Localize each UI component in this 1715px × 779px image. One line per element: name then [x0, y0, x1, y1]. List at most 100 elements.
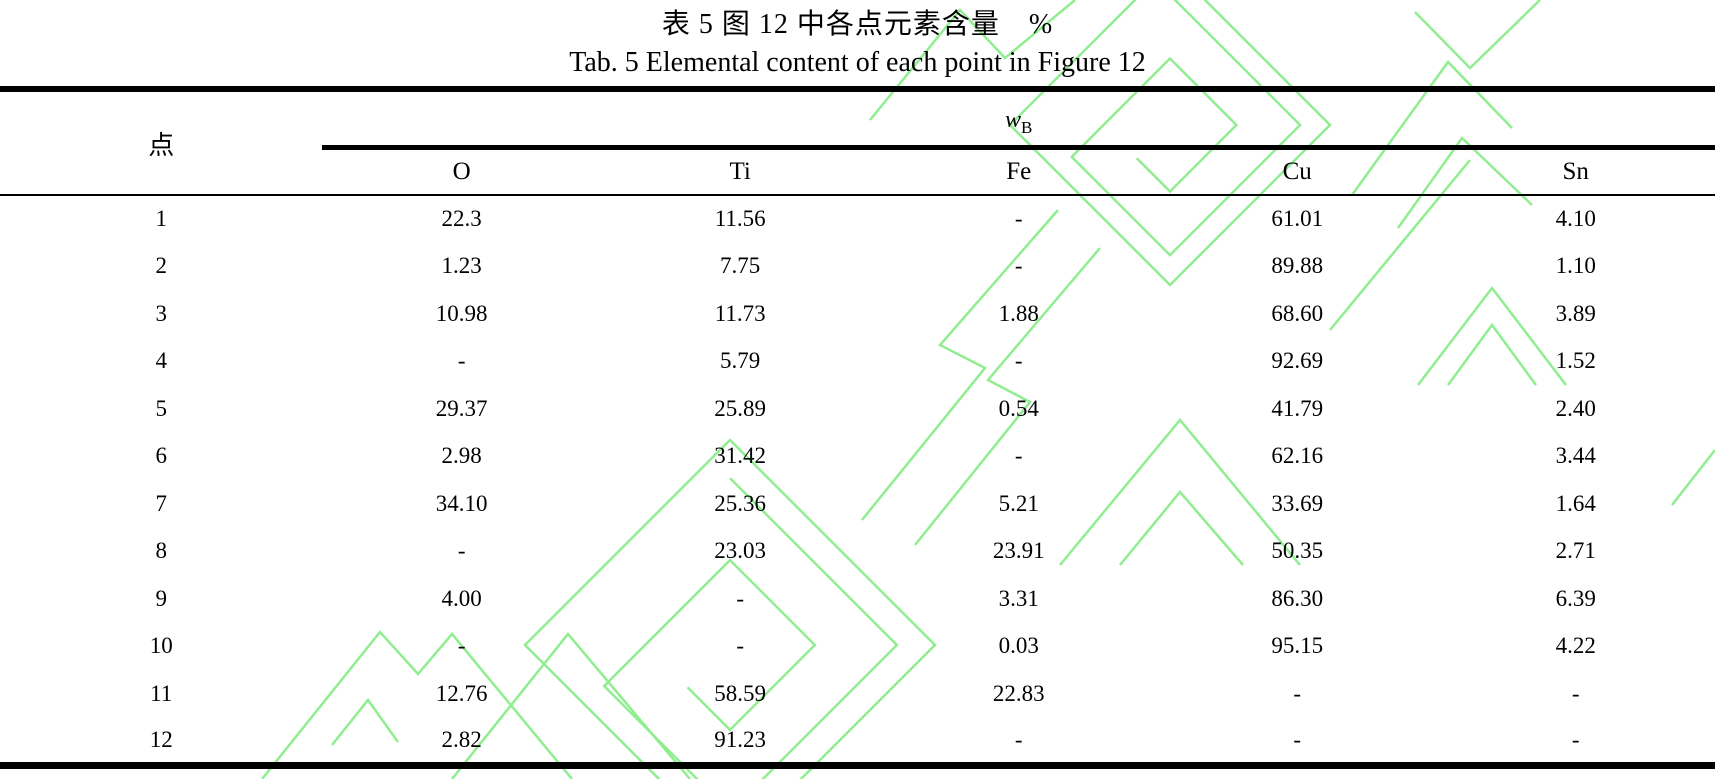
value-cell: 7.75 — [720, 253, 761, 279]
value-cell: 34.10 — [435, 490, 488, 516]
value-cell: - — [1014, 726, 1023, 752]
value-cell: 23.91 — [992, 538, 1045, 564]
value-cell: - — [457, 348, 466, 374]
value-cell: - — [1014, 443, 1023, 469]
mass-fraction-subscript: B — [1021, 117, 1033, 137]
value-cell: 3.44 — [1555, 443, 1596, 469]
value-cell: 89.88 — [1271, 253, 1324, 279]
table-row: 1 22.3 11.56 - 61.01 4.10 — [0, 195, 1715, 243]
point-cell: 5 — [155, 395, 167, 421]
column-header: Sn — [1436, 147, 1715, 196]
table-row: 7 34.10 25.36 5.21 33.69 1.64 — [0, 480, 1715, 528]
value-cell: 91.23 — [714, 726, 767, 752]
value-cell: - — [1571, 726, 1580, 752]
table-row: 10 - - 0.03 95.15 4.22 — [0, 623, 1715, 671]
value-cell: 5.79 — [720, 348, 761, 374]
point-cell: 9 — [155, 585, 167, 611]
table-row: 9 4.00 - 3.31 86.30 6.39 — [0, 575, 1715, 623]
table-row: 12 2.82 91.23 - - - — [0, 718, 1715, 766]
value-cell: 0.54 — [998, 395, 1039, 421]
value-cell: 29.37 — [435, 395, 488, 421]
value-cell: - — [1293, 726, 1302, 752]
point-cell: 7 — [155, 490, 167, 516]
value-cell: 92.69 — [1271, 348, 1324, 374]
value-cell: - — [1014, 348, 1023, 374]
table-row: 2 1.23 7.75 - 89.88 1.10 — [0, 243, 1715, 291]
point-cell: 3 — [155, 300, 167, 326]
value-cell: 2.98 — [441, 443, 482, 469]
point-cell: 8 — [155, 538, 167, 564]
value-cell: - — [736, 633, 745, 659]
value-cell: 95.15 — [1271, 633, 1324, 659]
value-cell: - — [736, 585, 745, 611]
point-cell: 12 — [149, 726, 173, 752]
value-cell: 12.76 — [435, 680, 488, 706]
value-cell: 4.10 — [1555, 206, 1596, 232]
point-cell: 10 — [149, 633, 173, 659]
value-cell: 22.3 — [441, 206, 482, 232]
table-body: 1 22.3 11.56 - 61.01 4.10 2 1.23 7.75 - 89.88 1.10 3… — [0, 195, 1715, 765]
value-cell: - — [1571, 680, 1580, 706]
value-cell: - — [1014, 253, 1023, 279]
value-cell: - — [1293, 680, 1302, 706]
column-header: O — [322, 147, 601, 196]
value-cell: 4.22 — [1555, 633, 1596, 659]
value-cell: 62.16 — [1271, 443, 1324, 469]
table-row: 8 - 23.03 23.91 50.35 2.71 — [0, 528, 1715, 576]
value-cell: 23.03 — [714, 538, 767, 564]
value-cell: 1.88 — [998, 300, 1039, 326]
value-cell: 58.59 — [714, 680, 767, 706]
elemental-content-table: 点 wB O Ti Fe Cu Sn 1 22.3 11.56 - 61.01 4.10 2 1.23… — [0, 86, 1715, 769]
value-cell: 86.30 — [1271, 585, 1324, 611]
value-cell: - — [457, 633, 466, 659]
table-block: 表 5 图 12 中各点元素含量 % Tab. 5 Elemental cont… — [0, 5, 1715, 769]
value-cell: 3.89 — [1555, 300, 1596, 326]
point-cell: 1 — [155, 206, 167, 232]
value-cell: 25.36 — [714, 490, 767, 516]
point-cell: 11 — [150, 680, 173, 706]
mass-fraction-symbol: w — [1005, 106, 1022, 133]
value-cell: 25.89 — [714, 395, 767, 421]
value-cell: 33.69 — [1271, 490, 1324, 516]
value-cell: 68.60 — [1271, 300, 1324, 326]
table-row: 3 10.98 11.73 1.88 68.60 3.89 — [0, 290, 1715, 338]
value-cell: 2.82 — [441, 726, 482, 752]
point-cell: 6 — [155, 443, 167, 469]
value-cell: 4.00 — [441, 585, 482, 611]
value-cell: 1.64 — [1555, 490, 1596, 516]
value-cell: 41.79 — [1271, 395, 1324, 421]
value-cell: 1.23 — [441, 253, 482, 279]
value-cell: 1.10 — [1555, 253, 1596, 279]
value-cell: 6.39 — [1555, 585, 1596, 611]
point-cell: 4 — [155, 348, 167, 374]
table-caption-zh: 表 5 图 12 中各点元素含量 % — [661, 9, 1054, 40]
point-cell: 2 — [155, 253, 167, 279]
value-cell: 1.52 — [1555, 348, 1596, 374]
column-header: Ti — [600, 147, 880, 196]
table-row: 6 2.98 31.42 - 62.16 3.44 — [0, 433, 1715, 481]
value-cell: 10.98 — [435, 300, 488, 326]
value-cell: 11.73 — [714, 300, 766, 326]
table-caption-en: Tab. 5 Elemental content of each point i… — [569, 47, 1146, 78]
group-header-row: 点 wB — [0, 89, 1715, 196]
column-header: Fe — [879, 147, 1158, 196]
value-cell: - — [1014, 206, 1023, 232]
row-header-label: 点 — [0, 89, 323, 196]
value-cell: 0.03 — [998, 633, 1039, 659]
value-cell: 31.42 — [714, 443, 767, 469]
value-cell: 2.40 — [1555, 395, 1596, 421]
value-cell: 11.56 — [714, 206, 766, 232]
value-cell: 3.31 — [998, 585, 1039, 611]
mass-fraction-group-header: wB — [322, 89, 1715, 150]
value-cell: 2.71 — [1555, 538, 1596, 564]
value-cell: 22.83 — [992, 680, 1045, 706]
table-row: 4 - 5.79 - 92.69 1.52 — [0, 338, 1715, 386]
value-cell: - — [457, 538, 466, 564]
value-cell: 5.21 — [998, 490, 1039, 516]
value-cell: 61.01 — [1271, 206, 1324, 232]
table-row: 5 29.37 25.89 0.54 41.79 2.40 — [0, 385, 1715, 433]
value-cell: 50.35 — [1271, 538, 1324, 564]
column-header: Cu — [1157, 147, 1437, 196]
table-row: 11 12.76 58.59 22.83 - - — [0, 670, 1715, 718]
